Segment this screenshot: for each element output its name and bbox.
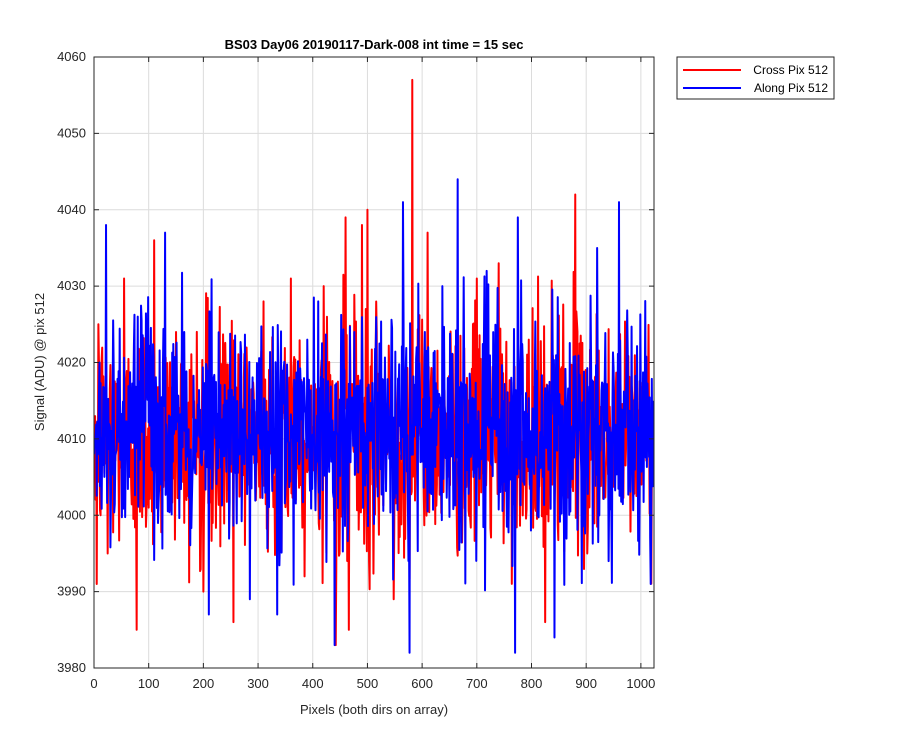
y-tick-label: 4010 <box>57 431 86 446</box>
x-tick-label: 200 <box>193 676 215 691</box>
x-axis-label: Pixels (both dirs on array) <box>300 702 448 717</box>
x-tick-label: 400 <box>302 676 324 691</box>
legend-label-cross: Cross Pix 512 <box>753 63 828 77</box>
series-line-along-pix-512 <box>94 178 654 654</box>
plot-lines <box>94 78 654 654</box>
y-axis-label: Signal (ADU) @ pix 512 <box>32 293 47 431</box>
y-tick-label: 3990 <box>57 584 86 599</box>
y-tick-label: 3980 <box>57 660 86 675</box>
chart-title: BS03 Day06 20190117-Dark-008 int time = … <box>225 37 524 52</box>
legend-box <box>676 56 835 100</box>
y-tick-label: 4030 <box>57 278 86 293</box>
x-tick-label: 900 <box>575 676 597 691</box>
x-tick-label: 0 <box>90 676 97 691</box>
y-tick-label: 4050 <box>57 125 86 140</box>
x-tick-label: 700 <box>466 676 488 691</box>
x-tick-label: 600 <box>411 676 433 691</box>
legend: Cross Pix 512 Along Pix 512 <box>676 56 835 100</box>
x-tick-label: 800 <box>521 676 543 691</box>
y-tick-label: 4020 <box>57 355 86 370</box>
x-tick-label: 100 <box>138 676 160 691</box>
ticks: 0 100 200 300 400 500 600 700 800 900 1000 3980 3990… <box>57 49 655 691</box>
legend-label-along: Along Pix 512 <box>754 81 828 95</box>
x-tick-label: 1000 <box>626 676 655 691</box>
x-tick-label: 500 <box>357 676 379 691</box>
y-tick-label: 4060 <box>57 49 86 64</box>
x-tick-label: 300 <box>247 676 269 691</box>
y-tick-label: 4000 <box>57 507 86 522</box>
y-tick-label: 4040 <box>57 202 86 217</box>
